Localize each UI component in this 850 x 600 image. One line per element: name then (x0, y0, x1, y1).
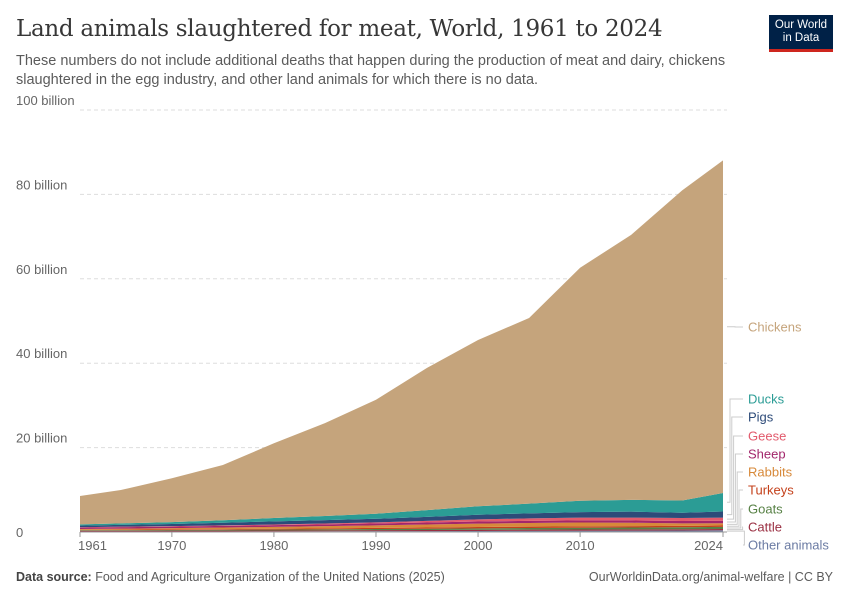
chart-subtitle: These numbers do not include additional … (16, 53, 726, 88)
legend-label-rabbits: Rabbits (748, 465, 793, 480)
owid-logo[interactable]: Our World in Data (769, 15, 833, 52)
area-pigs (80, 511, 723, 528)
area-turkeys (80, 525, 723, 531)
area-goats (80, 526, 723, 531)
y-tick-label: 40 billion (16, 346, 67, 361)
area-ducks (80, 492, 723, 526)
legend-connector (727, 526, 744, 531)
footer-link[interactable]: OurWorldinData.org/animal-welfare | CC B… (588, 570, 833, 584)
legend-connector (727, 435, 743, 520)
legend-connector (727, 471, 743, 525)
legend-label-pigs: Pigs (748, 410, 774, 425)
legend-label-ducks: Ducks (748, 392, 785, 407)
y-tick-label: 80 billion (16, 177, 67, 192)
legend-label-turkeys: Turkeys (748, 483, 794, 498)
legend-label-geese: Geese (748, 429, 786, 444)
chart-title: Land animals slaughtered for meat, World… (16, 16, 663, 42)
x-tick-label: 2024 (694, 538, 723, 553)
legend-label-chickens: Chickens (748, 320, 802, 335)
x-tick-label: 1970 (157, 538, 186, 553)
data-source: Data source: Food and Agriculture Organi… (16, 570, 445, 584)
legend-label-other-animals: Other animals (748, 538, 829, 553)
x-tick-label: 1980 (259, 538, 288, 553)
source-text: Food and Agriculture Organization of the… (95, 570, 445, 584)
legend-connector (727, 398, 743, 503)
x-tick-label: 2010 (566, 538, 595, 553)
x-tick-label: 1961 (78, 538, 107, 553)
x-tick-label: 1990 (362, 538, 391, 553)
y-tick-label: 20 billion (16, 431, 67, 446)
legend-connector (727, 530, 745, 546)
legend-connector (727, 416, 743, 516)
legend-connector (727, 489, 743, 527)
stacked-area-chart: 0 20 billion 40 billion 60 billion 80 billio… (16, 93, 829, 553)
legend-label-cattle: Cattle (748, 520, 782, 535)
area-cattle (80, 529, 723, 532)
area-chickens (80, 160, 723, 525)
legend-label-sheep: Sheep (748, 447, 786, 462)
y-tick-label: 0 (16, 525, 23, 540)
legend-label-goats: Goats (748, 502, 783, 517)
area-sheep (80, 520, 723, 530)
y-tick-label: 60 billion (16, 262, 67, 277)
source-label: Data source: (16, 570, 92, 584)
y-tick-label: 100 billion (16, 93, 75, 108)
x-tick-label: 2000 (464, 538, 493, 553)
legend-connector (727, 508, 743, 529)
area-rabbits (80, 522, 723, 530)
area-geese (80, 517, 723, 528)
legend-connector (727, 453, 743, 523)
